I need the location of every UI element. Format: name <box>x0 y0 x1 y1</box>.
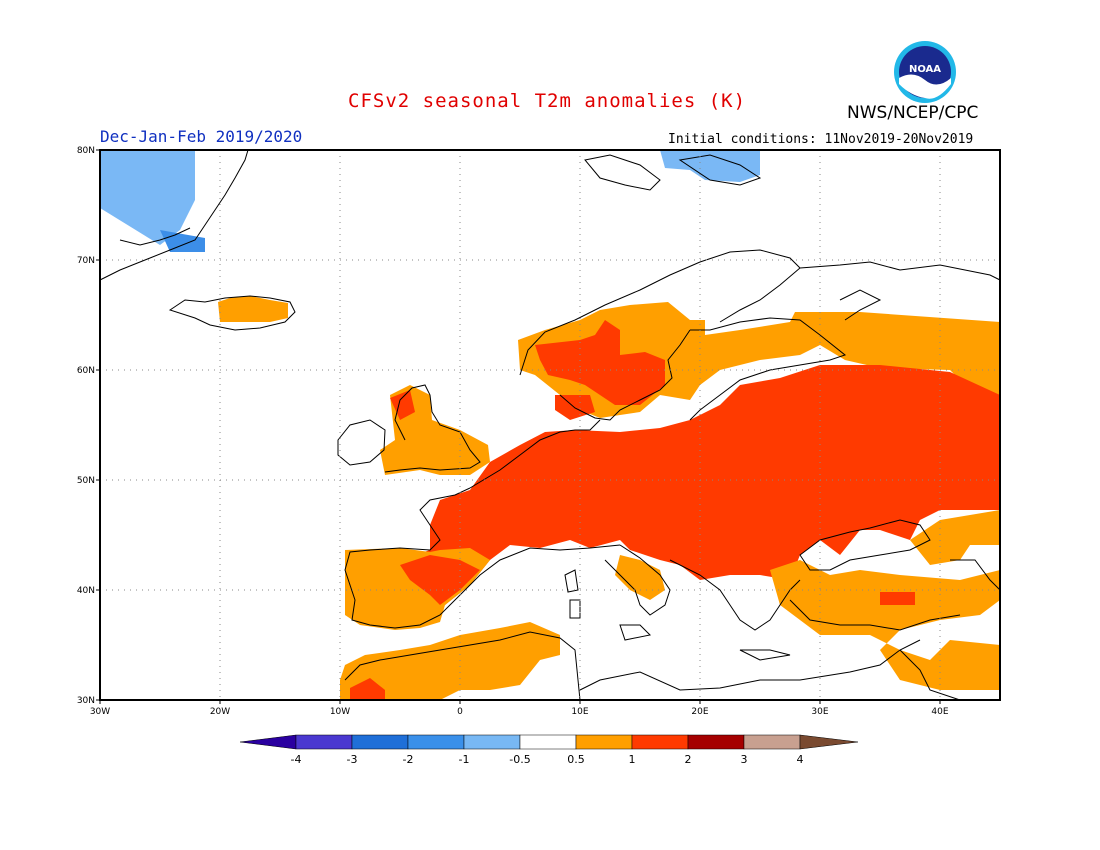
coastline <box>99 149 249 281</box>
coastline <box>739 649 791 661</box>
lon-label: 40E <box>931 707 948 717</box>
anomaly-region <box>340 622 560 700</box>
colorbar-swatch <box>743 734 801 750</box>
colorbar-label: -1 <box>459 753 470 766</box>
coastline <box>839 289 882 321</box>
coastline <box>789 599 961 631</box>
agency-label: NWS/NCEP/CPC <box>847 103 979 123</box>
colorbar-swatch <box>407 734 465 750</box>
axis-labels: 30W 20W 10W 0 10E 20E 30E 40E 30N 40N 50N 60N 70N 80N <box>77 146 949 717</box>
coastline <box>384 384 481 473</box>
coastline <box>678 154 762 186</box>
colorbar-swatch <box>463 734 521 750</box>
coastline <box>344 487 621 629</box>
anomaly-region <box>535 320 665 405</box>
anomaly-region <box>615 555 665 600</box>
colorbar-swatch <box>575 734 633 750</box>
anomaly-region <box>770 560 1000 690</box>
map-frame <box>99 149 1001 701</box>
coastline <box>950 559 1001 591</box>
lon-label: 30E <box>811 707 828 717</box>
lat-label: 70N <box>77 256 95 266</box>
lat-label: 60N <box>77 366 95 376</box>
noaa-logo-icon: NOAA <box>894 41 956 103</box>
initial-conditions-label: Initial conditions: 11Nov2019-20Nov2019 <box>668 132 974 147</box>
lon-label: 30W <box>90 707 110 717</box>
colorbar-swatch <box>519 734 577 750</box>
coastline <box>119 227 191 246</box>
colorbar: -4 -3 -2 -1 -0.5 0.5 1 2 3 4 <box>239 734 859 766</box>
gridline-layer <box>100 150 1000 700</box>
colorbar-swatch <box>799 734 859 750</box>
colorbar-swatch <box>295 734 353 750</box>
lon-label: 10W <box>330 707 350 717</box>
coastline <box>604 544 671 616</box>
coastline <box>669 559 801 631</box>
map-title: CFSv2 seasonal T2m anomalies (K) <box>348 90 747 112</box>
colorbar-label: -4 <box>291 753 302 766</box>
coastline <box>899 649 961 701</box>
anomaly-region <box>660 150 760 182</box>
logo-text: NOAA <box>909 64 941 75</box>
anomaly-region <box>100 150 195 245</box>
lon-label: 20W <box>210 707 230 717</box>
lat-label: 30N <box>77 696 95 706</box>
coastline <box>337 419 386 466</box>
anomaly-region <box>400 365 1000 605</box>
coastline <box>579 639 921 691</box>
colorbar-label: -0.5 <box>509 753 530 766</box>
coastline <box>559 329 691 421</box>
colorbar-label: 1 <box>629 753 636 766</box>
coastline-layer <box>99 149 1001 701</box>
coastline <box>344 631 581 701</box>
coastline <box>519 249 801 376</box>
lon-label: 0 <box>457 707 463 717</box>
anomaly-region <box>390 390 415 420</box>
coastline <box>564 569 579 593</box>
coastline <box>799 261 1001 281</box>
colorbar-swatch <box>631 734 689 750</box>
colorbar-label: -3 <box>347 753 358 766</box>
coastline <box>584 154 661 191</box>
anomaly-region <box>218 296 288 322</box>
anomaly-region <box>910 510 1000 565</box>
lat-label: 40N <box>77 586 95 596</box>
colorbar-swatch <box>351 734 409 750</box>
colorbar-label: -2 <box>403 753 414 766</box>
anomaly-region <box>350 678 385 700</box>
anomaly-fill-layer <box>100 150 1000 700</box>
colorbar-label: 3 <box>741 753 748 766</box>
anomaly-region <box>880 592 915 605</box>
coastline <box>799 519 931 571</box>
coastline <box>469 419 601 489</box>
colorbar-swatch <box>239 734 297 750</box>
lat-label: 80N <box>77 146 95 156</box>
lon-label: 10E <box>571 707 588 717</box>
coastline <box>689 317 847 421</box>
colorbar-swatch <box>687 734 745 750</box>
season-label: Dec-Jan-Feb 2019/2020 <box>100 127 303 146</box>
coastline <box>619 624 652 641</box>
anomaly-region <box>400 555 480 605</box>
lat-label: 50N <box>77 476 95 486</box>
coastline <box>569 599 581 619</box>
anomaly-region <box>160 230 205 252</box>
coastline <box>168 295 296 331</box>
lon-label: 20E <box>691 707 708 717</box>
colorbar-label: 2 <box>685 753 692 766</box>
colorbar-label: 0.5 <box>567 753 585 766</box>
colorbar-label: 4 <box>797 753 804 766</box>
